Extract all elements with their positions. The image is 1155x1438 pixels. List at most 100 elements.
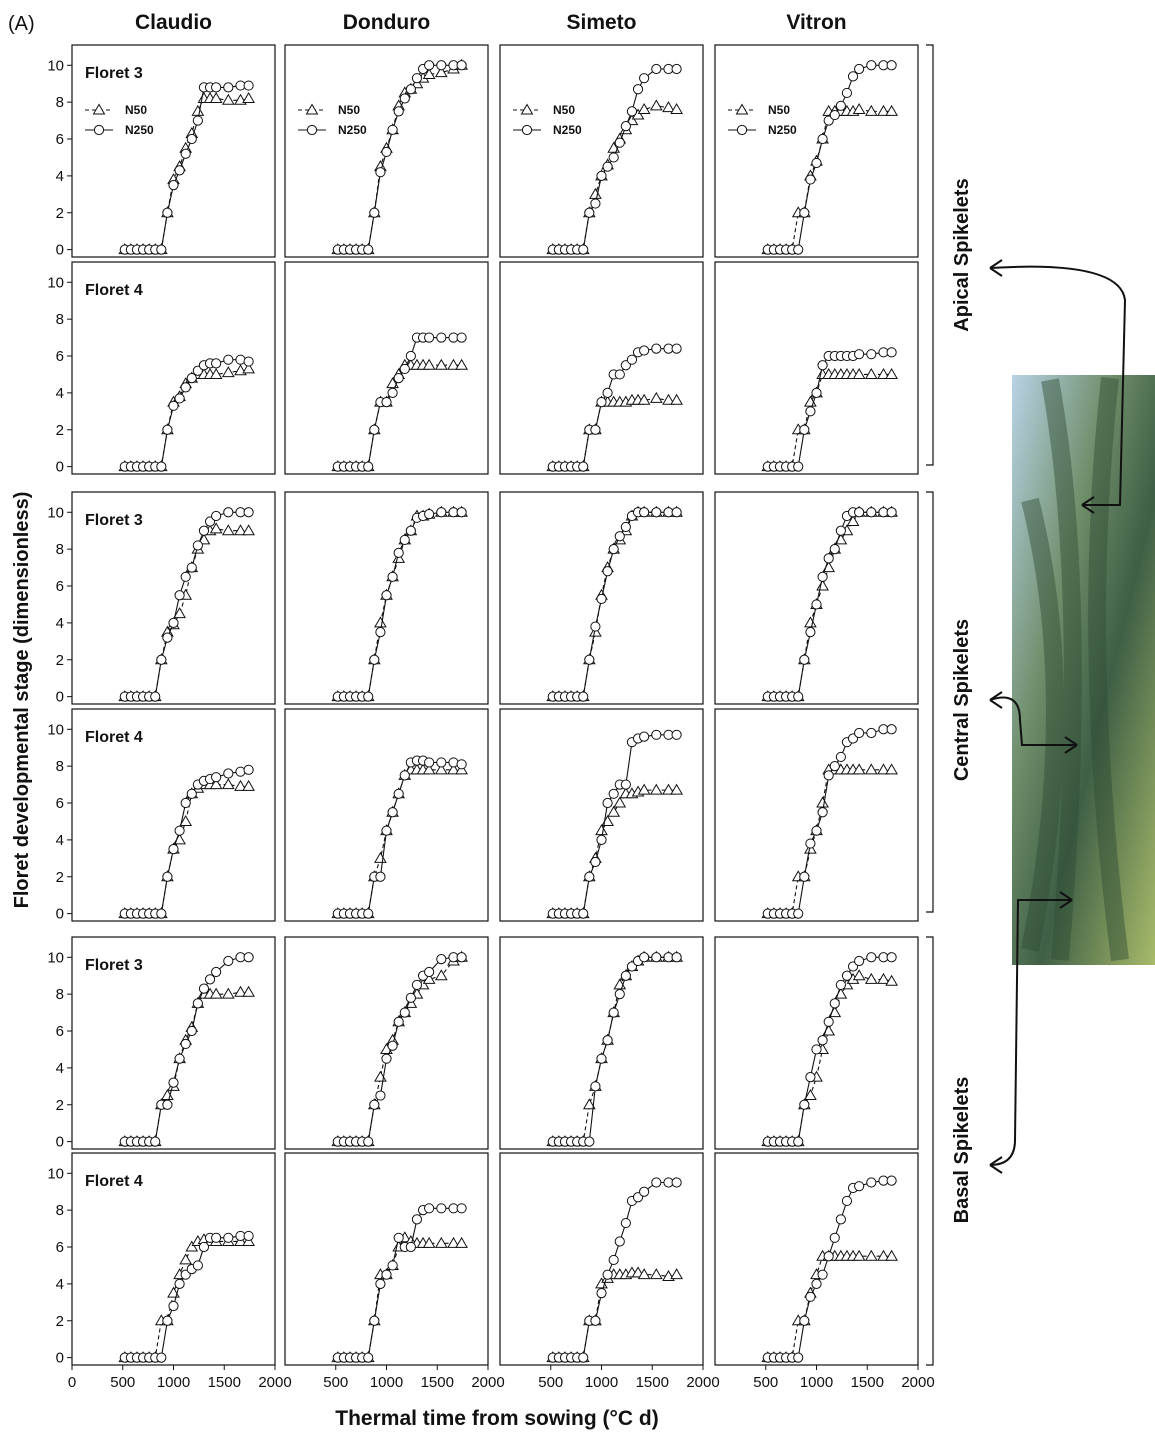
marker [411,1214,423,1225]
marker [620,521,631,533]
x-tick-label: 500 [538,1374,563,1391]
x-tick-label: 0 [68,1374,76,1391]
y-tick-label: 0 [56,242,64,259]
marker [614,137,625,148]
legend-label: N50 [338,103,360,117]
marker [886,60,897,71]
marker [455,358,468,370]
marker [387,1260,398,1271]
marker [369,1099,380,1110]
marker [374,851,387,863]
marker [223,955,234,967]
panel-title: Floret 4 [85,729,143,746]
marker [150,691,161,702]
marker [582,1098,596,1110]
arrows [989,259,1127,1174]
y-axis-title: Floret developmental stage (dimensionles… [11,492,33,909]
marker [877,367,890,379]
marker [637,103,651,115]
y-tick-label: 10 [47,57,64,74]
marker [608,1007,619,1018]
series-line [552,956,677,1143]
marker [637,1268,651,1280]
marker [411,979,423,991]
legend-marker [521,124,533,136]
marker [670,783,683,795]
marker [596,1053,607,1064]
legend-label: N50 [125,103,147,117]
x-tick-label: 500 [753,1374,778,1391]
plot-frame [284,261,489,475]
marker [455,1236,468,1248]
marker [886,952,897,963]
marker [620,121,631,132]
marker [186,788,197,799]
plot-frame [714,708,919,922]
marker [578,244,589,255]
marker [174,825,185,836]
series-line [552,511,677,698]
marker [363,691,374,702]
marker [816,796,829,808]
marker [805,1072,816,1083]
y-tick-label: 2 [56,422,64,439]
y-tick-label: 2 [56,1097,64,1114]
marker [885,104,898,116]
marker [198,1241,210,1253]
marker [174,1278,185,1289]
marker [817,133,828,145]
marker [243,1230,254,1242]
marker [243,952,254,963]
marker [829,544,840,555]
x-tick-label: 1500 [851,1374,884,1391]
marker [369,654,380,665]
marker [204,974,216,985]
marker [424,757,435,768]
marker [456,759,467,770]
marker [179,814,193,826]
marker [363,1136,374,1147]
y-tick-label: 8 [56,758,64,775]
marker [363,244,374,255]
y-tick-label: 8 [56,541,64,558]
marker [602,566,613,577]
x-tick-label: 1500 [421,1374,454,1391]
marker [211,358,222,369]
series-line [767,975,892,1143]
marker [823,553,834,564]
marker [173,607,186,619]
marker [242,524,255,536]
marker [393,106,404,117]
marker [374,616,387,628]
series-line [767,373,892,468]
marker [387,571,398,582]
marker [156,1352,167,1363]
x-tick-label: 2000 [471,1374,504,1391]
plot-frame [499,491,704,705]
series-line [552,1272,677,1359]
marker [649,1268,663,1280]
plot-frame [71,261,276,475]
marker [671,729,682,740]
legend-marker [520,103,534,115]
marker [637,393,651,405]
series-line [767,728,892,915]
marker [829,998,840,1009]
plot-frame [284,708,489,922]
marker [651,63,662,75]
marker [817,807,828,818]
marker [649,99,663,111]
marker [584,654,595,665]
marker [192,998,203,1009]
marker [864,763,878,775]
marker [829,761,840,772]
marker [835,525,846,536]
marker [637,783,651,795]
marker [651,343,662,354]
marker [209,987,223,999]
marker [223,82,234,93]
marker [670,1268,683,1280]
marker [578,908,589,919]
marker [197,533,211,545]
marker [168,400,179,411]
